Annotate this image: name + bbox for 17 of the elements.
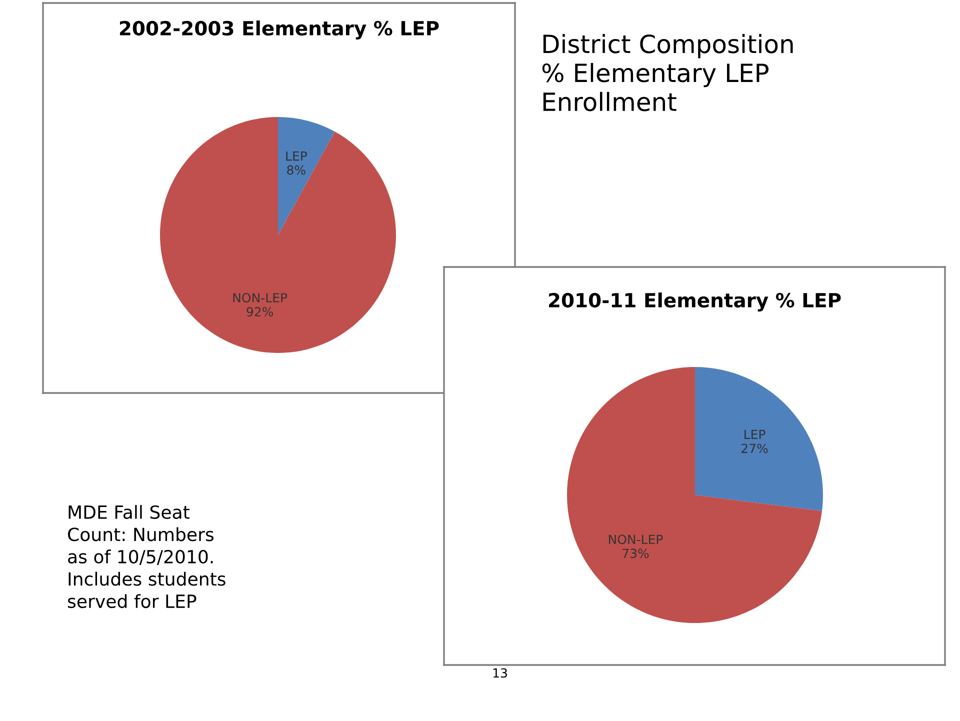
slice-label: NON-LEP [233,293,288,302]
chart-title: 2010-11 Elementary % LEP [549,292,841,312]
data-label: 73% [622,548,649,558]
pie-slice [278,117,335,235]
text: District Composition % Elementary LEP Enrollment [542,34,793,112]
data-label: 27% [742,444,768,454]
chart-title: 2002-2003 Elementary % LEP [120,20,439,40]
slice-label: LEP [744,430,766,439]
data-label: 8% [287,165,306,175]
slice-label: NON-LEP [608,534,663,544]
pie-slice [695,367,823,512]
text: MDE Fall Seat Count: Numbers as of 10/5/2010. Includes students served for LEP [68,505,226,608]
text: 13 [493,668,507,678]
pie-slice [567,367,822,623]
data-label: 92% [246,307,274,316]
slice-label: LEP [286,151,307,161]
pie-slice [160,117,396,353]
